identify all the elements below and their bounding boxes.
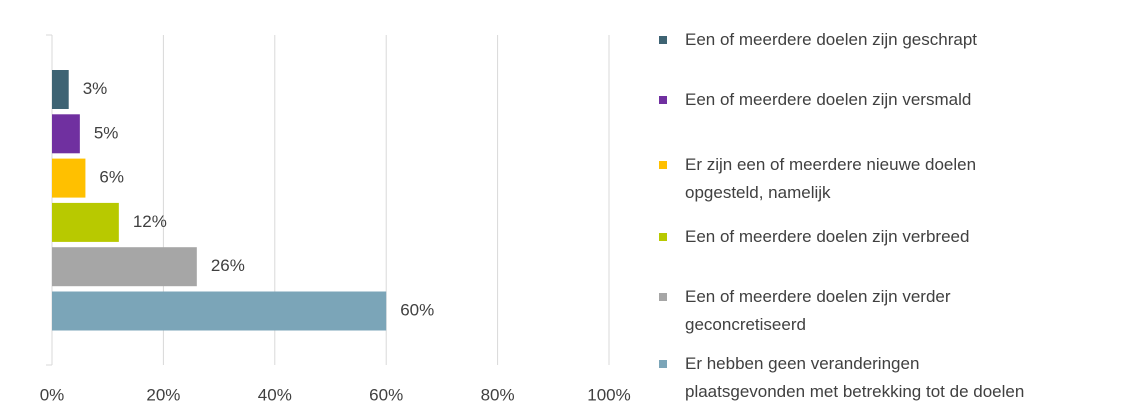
legend-item: Er hebben geen veranderingen plaatsgevon… <box>659 350 1024 406</box>
value-label: 3% <box>83 79 108 98</box>
legend-swatch <box>659 36 667 44</box>
bar <box>52 70 69 109</box>
legend-label: Een of meerdere doelen zijn verbreed <box>685 227 970 246</box>
x-tick-label: 60% <box>369 385 403 404</box>
legend-item: Een of meerdere doelen zijn verbreed <box>659 223 969 251</box>
legend-item: Een of meerdere doelen zijn versmald <box>659 86 971 114</box>
x-tick-label: 20% <box>146 385 180 404</box>
bar <box>52 291 387 331</box>
value-label: 12% <box>133 212 167 231</box>
legend-label: Een of meerdere doelen zijn verder gecon… <box>685 287 951 334</box>
x-tick-label: 100% <box>587 385 630 404</box>
value-label: 6% <box>99 168 124 187</box>
value-label: 5% <box>94 123 119 142</box>
x-tick-label: 0% <box>40 385 65 404</box>
bar <box>52 202 119 242</box>
chart: 0% 20% 40% 60% 80% 100% 3% 5% 6% 12% 26% 60% <box>40 34 631 404</box>
bar <box>52 247 197 287</box>
legend-item: Er zijn een of meerdere nieuwe doelen op… <box>659 151 976 207</box>
value-label: 26% <box>211 256 245 275</box>
legend-swatch <box>659 360 667 368</box>
bar <box>52 158 86 198</box>
value-label: 60% <box>400 300 434 319</box>
legend-item: Een of meerdere doelen zijn verder gecon… <box>659 283 951 339</box>
x-tick-label: 80% <box>481 385 515 404</box>
legend-label: Er hebben geen veranderingen plaatsgevon… <box>685 354 1025 401</box>
legend-swatch <box>659 233 667 241</box>
legend-swatch <box>659 96 667 104</box>
legend-swatch <box>659 293 667 301</box>
x-tick-label: 40% <box>258 385 292 404</box>
legend-label: Een of meerdere doelen zijn versmald <box>685 90 972 109</box>
legend-item: Een of meerdere doelen zijn geschrapt <box>659 26 977 54</box>
legend-label: Er zijn een of meerdere nieuwe doelen op… <box>685 155 977 202</box>
bar <box>52 114 80 154</box>
legend-label: Een of meerdere doelen zijn geschrapt <box>685 30 978 49</box>
legend-swatch <box>659 161 667 169</box>
